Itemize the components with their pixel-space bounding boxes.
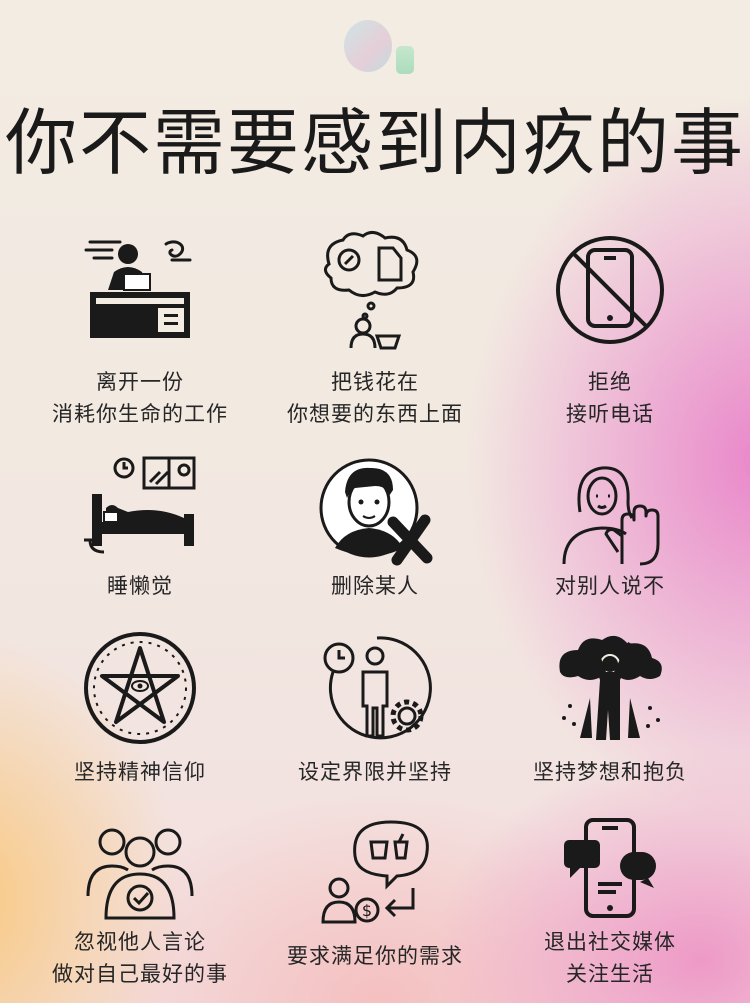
shopping-thought-icon <box>315 230 435 350</box>
ignore-group-icon <box>80 812 200 932</box>
item-label: 设定界限并坚持 <box>298 760 452 784</box>
item-label: 离开一份 消耗你生命的工作 <box>52 370 228 426</box>
social-media-exit-icon <box>550 812 670 932</box>
item-label: 要求满足你的需求 <box>287 944 463 968</box>
item-label: 忽视他人言论 做对自己最好的事 <box>52 930 228 986</box>
item-label: 拒绝 接听电话 <box>566 370 654 426</box>
brand-logo <box>340 18 420 78</box>
pentagram-icon <box>80 628 200 748</box>
item-label: 坚持梦想和抱负 <box>533 760 687 784</box>
delete-person-icon <box>315 452 435 572</box>
item-label: 对别人说不 <box>555 574 665 598</box>
stop-hand-icon <box>550 452 670 572</box>
needs-exchange-icon: $ <box>315 812 435 932</box>
item-label: 退出社交媒体 关注生活 <box>544 930 676 986</box>
item-label: 把钱花在 你想要的东西上面 <box>287 370 463 426</box>
no-phone-icon <box>550 230 670 350</box>
boundary-person-icon <box>315 628 435 748</box>
svg-text:$: $ <box>362 901 372 920</box>
item-label: 坚持精神信仰 <box>74 760 206 784</box>
page-title: 你不需要感到内疚的事 <box>4 101 745 185</box>
item-label: 睡懒觉 <box>107 574 173 598</box>
desk-stress-icon <box>80 230 200 350</box>
sleep-bed-icon <box>80 452 200 572</box>
dream-person-icon <box>550 628 670 748</box>
item-label: 删除某人 <box>331 574 419 598</box>
